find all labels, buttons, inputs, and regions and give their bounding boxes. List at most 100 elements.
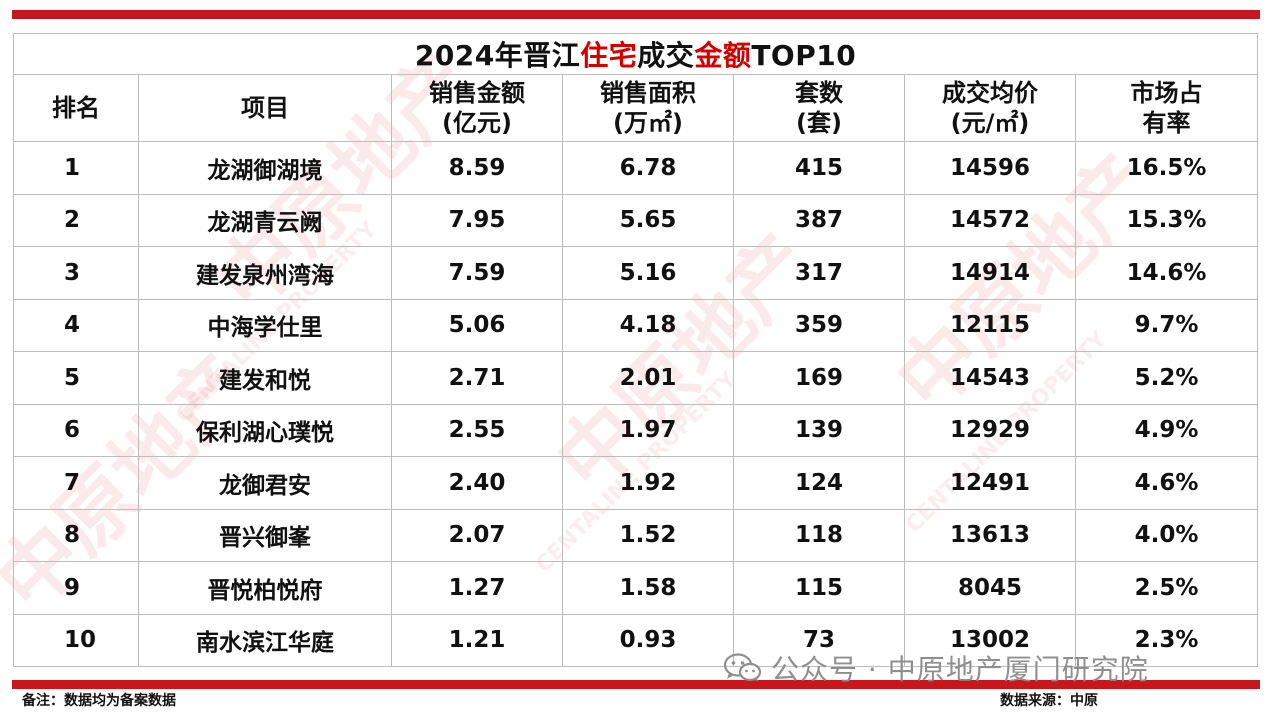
cell-amount: 5.06 — [391, 298, 563, 352]
header-share: 市场占 有率 — [1074, 74, 1259, 142]
cell-units: 115 — [733, 561, 905, 615]
cell-rank: 10 — [13, 613, 139, 667]
ranking-table-container: 2024年晋江住宅成交金额TOP10 排名 项目 销售金额 (亿元) 销售面积 (万… — [12, 33, 1259, 667]
cell-project: 晋兴御峯 — [138, 508, 392, 562]
wechat-icon — [723, 653, 762, 682]
ranking-table: 2024年晋江住宅成交金额TOP10 排名 项目 销售金额 (亿元) 销售面积 (万… — [12, 33, 1259, 667]
cell-project: 南水滨江华庭 — [138, 613, 392, 667]
table-row: 8 晋兴御峯 2.07 1.52 118 13613 4.0% — [13, 508, 1259, 562]
header-units: 套数 (套) — [733, 74, 905, 142]
table-row: 9 晋悦柏悦府 1.27 1.58 115 8045 2.5% — [13, 561, 1259, 615]
table-row: 6 保利湖心璞悦 2.55 1.97 139 12929 4.9% — [13, 403, 1259, 457]
cell-share: 9.7% — [1074, 298, 1259, 352]
cell-amount: 1.21 — [391, 613, 563, 667]
cell-area: 1.52 — [562, 508, 734, 562]
cell-price: 14543 — [904, 351, 1076, 405]
cell-price: 14914 — [904, 246, 1076, 300]
cell-units: 73 — [733, 613, 905, 667]
footer-source: 数据来源：中原 — [1000, 693, 1098, 709]
cell-project: 建发泉州湾海 — [138, 246, 392, 300]
cell-share: 4.9% — [1074, 403, 1259, 457]
cell-project: 龙湖青云阙 — [138, 193, 392, 247]
footer-note: 备注：数据均为备案数据 — [22, 693, 176, 709]
cell-share: 4.0% — [1074, 508, 1259, 562]
table-row: 4 中海学仕里 5.06 4.18 359 12115 9.7% — [13, 298, 1259, 352]
cell-amount: 2.40 — [391, 456, 563, 510]
title-part: 2024年晋江 — [414, 39, 581, 72]
title-part: TOP10 — [751, 39, 857, 72]
cell-amount: 7.59 — [391, 246, 563, 300]
header-price: 成交均价 (元/㎡) — [904, 74, 1076, 142]
table-row: 7 龙御君安 2.40 1.92 124 12491 4.6% — [13, 456, 1259, 510]
header-amount: 销售金额 (亿元) — [391, 74, 563, 142]
wechat-account-label: 公众号 · 中原地产厦门研究院 — [723, 648, 1149, 688]
wechat-account-text: 公众号 · 中原地产厦门研究院 — [771, 653, 1149, 686]
title-part: 成交 — [637, 39, 695, 72]
cell-area: 1.97 — [562, 403, 734, 457]
title-highlight: 金额 — [694, 39, 752, 72]
cell-amount: 2.07 — [391, 508, 563, 562]
table-row: 2 龙湖青云阙 7.95 5.65 387 14572 15.3% — [13, 193, 1259, 247]
cell-rank: 2 — [13, 193, 139, 247]
bottom-accent-bar — [12, 680, 1260, 689]
cell-units: 317 — [733, 246, 905, 300]
cell-price: 12115 — [904, 298, 1076, 352]
cell-share: 15.3% — [1074, 193, 1259, 247]
cell-price: 13002 — [904, 613, 1076, 667]
cell-project: 龙湖御湖境 — [138, 141, 392, 195]
page-title: 2024年晋江住宅成交金额TOP10 — [12, 33, 1259, 75]
cell-rank: 7 — [13, 456, 139, 510]
cell-units: 359 — [733, 298, 905, 352]
cell-area: 2.01 — [562, 351, 734, 405]
cell-units: 139 — [733, 403, 905, 457]
cell-share: 2.3% — [1074, 613, 1259, 667]
title-highlight: 住宅 — [580, 39, 638, 72]
table-row: 3 建发泉州湾海 7.59 5.16 317 14914 14.6% — [13, 246, 1259, 300]
header-project: 项目 — [138, 74, 392, 142]
header-row: 排名 项目 销售金额 (亿元) 销售面积 (万㎡) 套数 (套) 成交均价 (元/㎡) … — [13, 74, 1259, 142]
table-row: 5 建发和悦 2.71 2.01 169 14543 5.2% — [13, 351, 1259, 405]
top-accent-bar — [12, 10, 1260, 19]
cell-project: 保利湖心璞悦 — [138, 403, 392, 457]
cell-units: 118 — [733, 508, 905, 562]
cell-amount: 2.71 — [391, 351, 563, 405]
header-area: 销售面积 (万㎡) — [562, 74, 734, 142]
cell-area: 1.92 — [562, 456, 734, 510]
cell-price: 12491 — [904, 456, 1076, 510]
cell-price: 8045 — [904, 561, 1076, 615]
cell-share: 14.6% — [1074, 246, 1259, 300]
cell-amount: 2.55 — [391, 403, 563, 457]
cell-area: 6.78 — [562, 141, 734, 195]
cell-project: 建发和悦 — [138, 351, 392, 405]
cell-area: 5.16 — [562, 246, 734, 300]
cell-amount: 1.27 — [391, 561, 563, 615]
cell-area: 4.18 — [562, 298, 734, 352]
header-rank: 排名 — [13, 74, 139, 142]
cell-units: 415 — [733, 141, 905, 195]
cell-area: 5.65 — [562, 193, 734, 247]
cell-price: 13613 — [904, 508, 1076, 562]
cell-rank: 6 — [13, 403, 139, 457]
table-row: 10 南水滨江华庭 1.21 0.93 73 13002 2.3% — [13, 613, 1259, 667]
cell-project: 晋悦柏悦府 — [138, 561, 392, 615]
cell-amount: 8.59 — [391, 141, 563, 195]
table-row: 1 龙湖御湖境 8.59 6.78 415 14596 16.5% — [13, 141, 1259, 195]
cell-share: 5.2% — [1074, 351, 1259, 405]
cell-price: 14596 — [904, 141, 1076, 195]
cell-rank: 1 — [13, 141, 139, 195]
cell-units: 124 — [733, 456, 905, 510]
cell-price: 12929 — [904, 403, 1076, 457]
cell-units: 169 — [733, 351, 905, 405]
cell-share: 4.6% — [1074, 456, 1259, 510]
cell-rank: 4 — [13, 298, 139, 352]
cell-project: 中海学仕里 — [138, 298, 392, 352]
cell-amount: 7.95 — [391, 193, 563, 247]
cell-units: 387 — [733, 193, 905, 247]
cell-area: 1.58 — [562, 561, 734, 615]
cell-price: 14572 — [904, 193, 1076, 247]
cell-share: 2.5% — [1074, 561, 1259, 615]
cell-share: 16.5% — [1074, 141, 1259, 195]
cell-rank: 5 — [13, 351, 139, 405]
cell-project: 龙御君安 — [138, 456, 392, 510]
cell-area: 0.93 — [562, 613, 734, 667]
